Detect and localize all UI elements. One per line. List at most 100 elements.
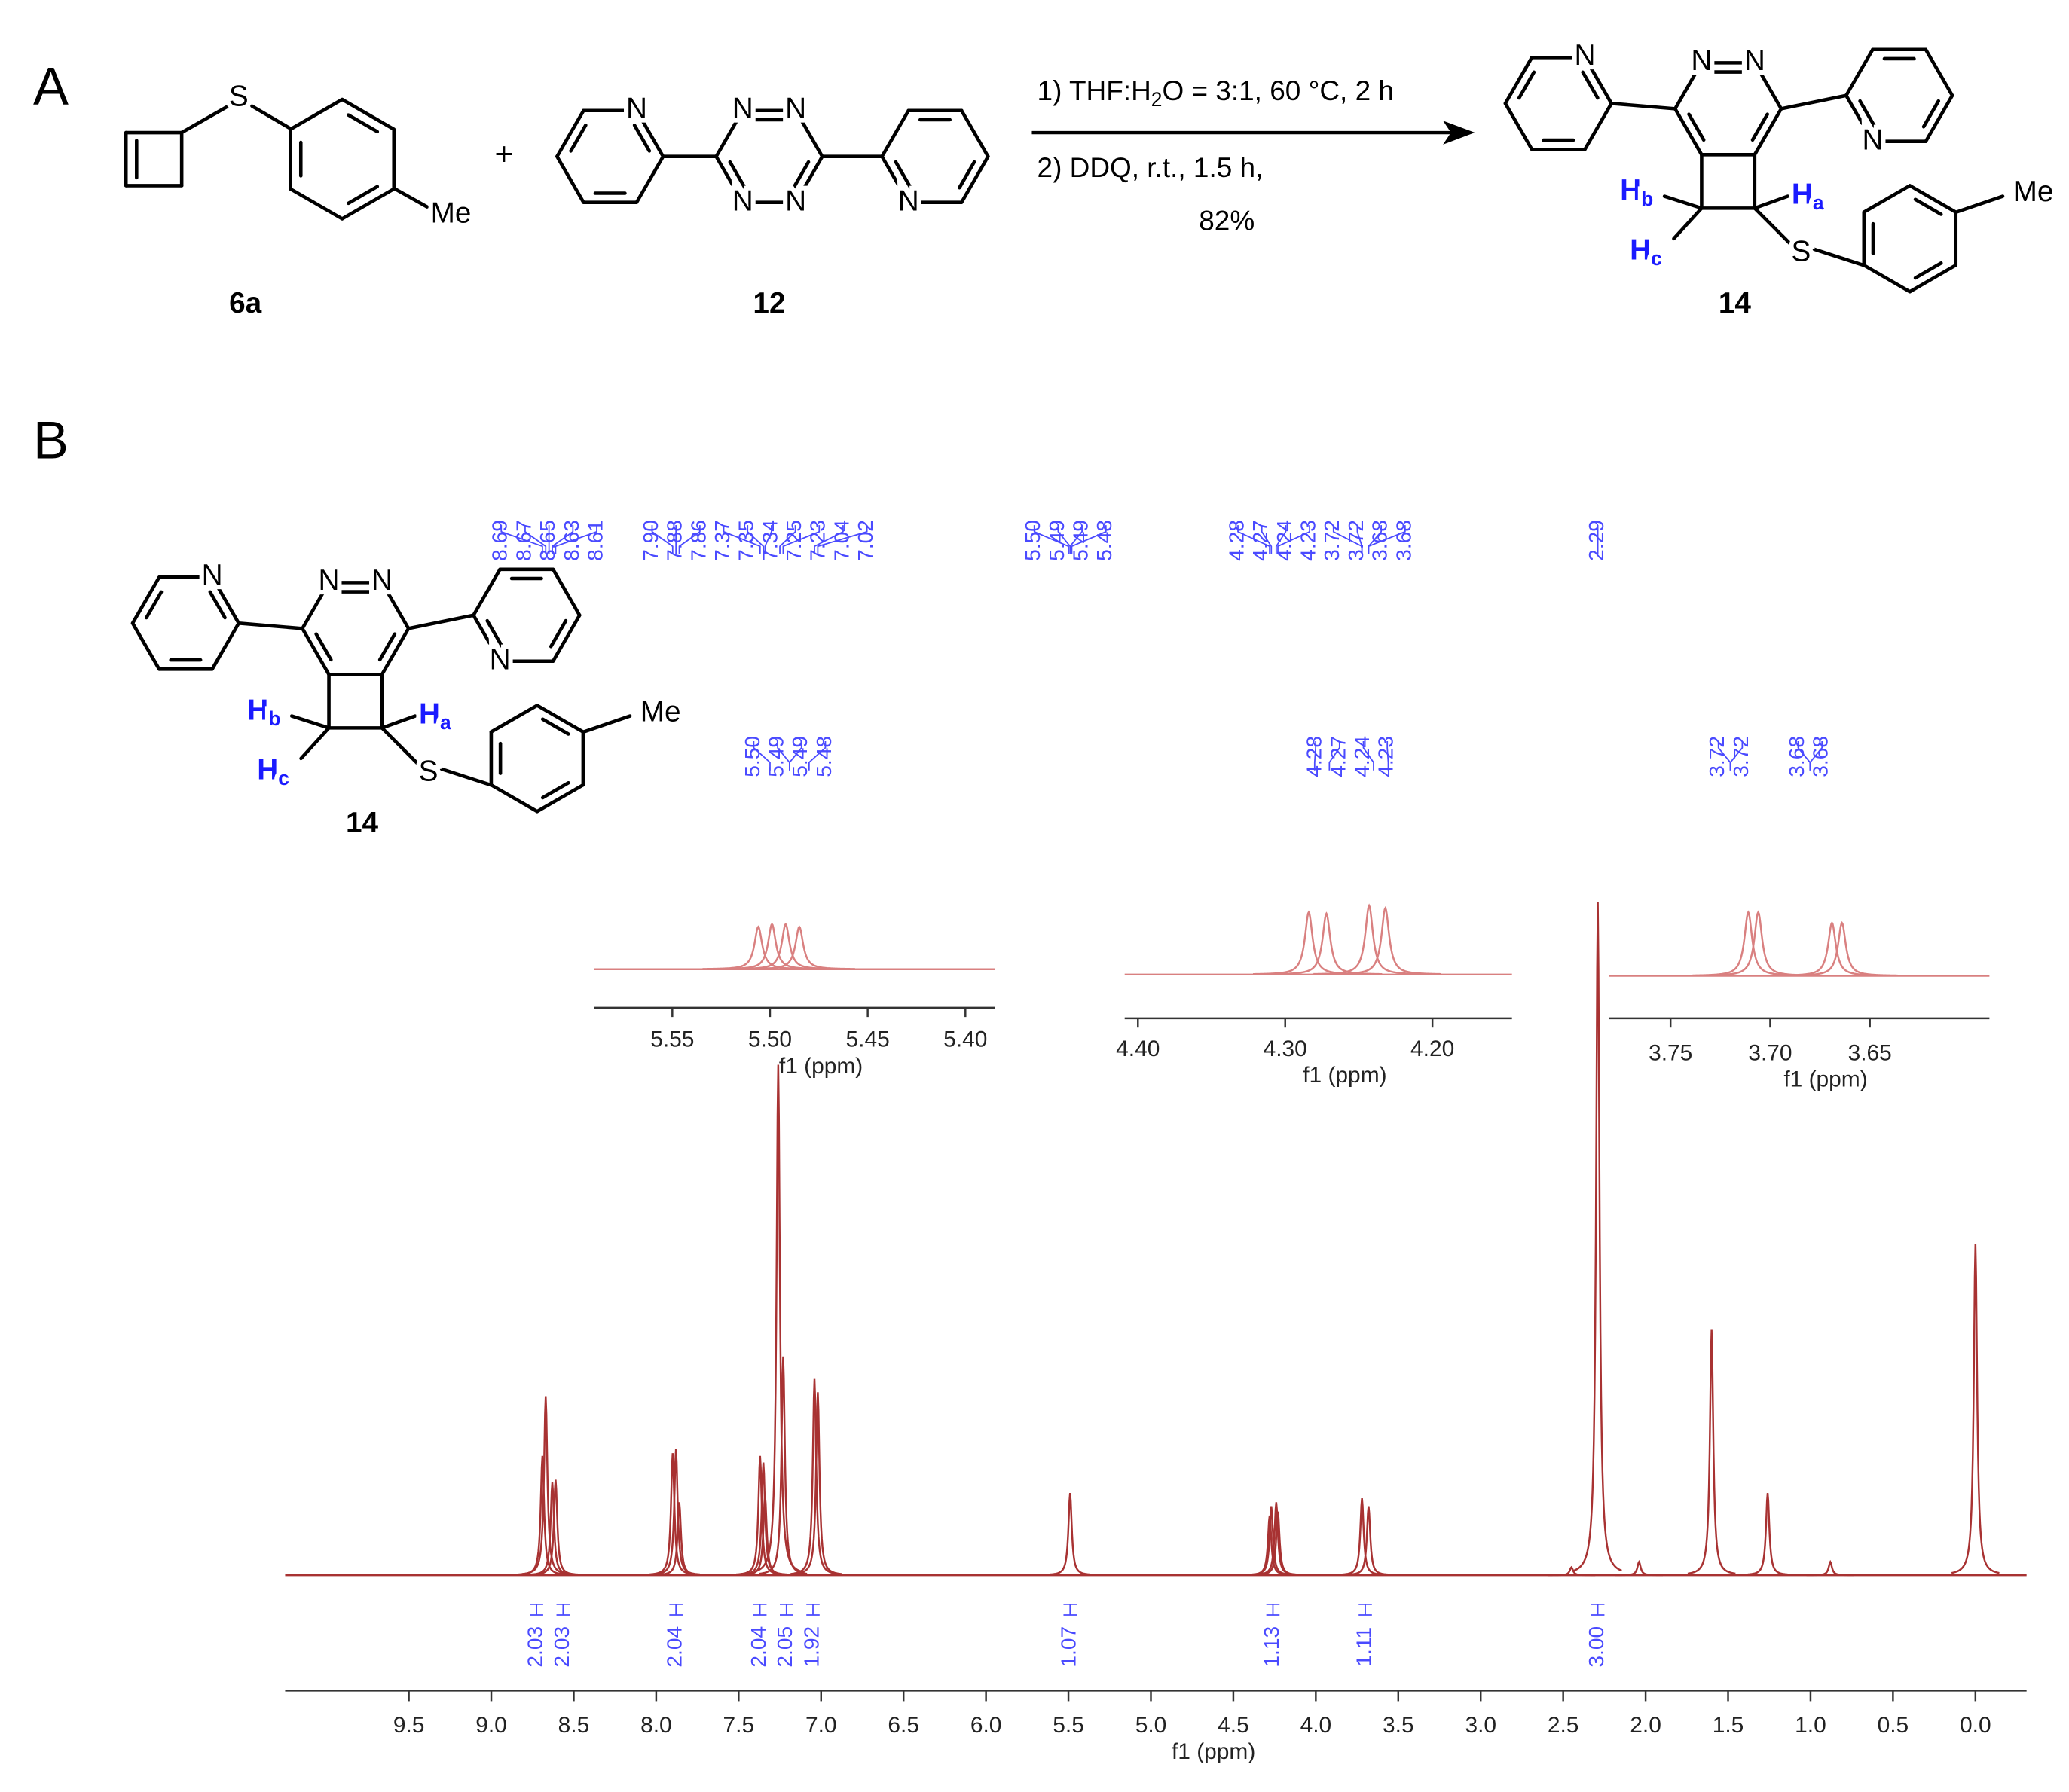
bond: [1672, 206, 1704, 241]
integral-label: 1.13: [1260, 1626, 1283, 1668]
peak-pick-label: 3.68: [1392, 520, 1415, 561]
peak-pick-label: 7.37: [711, 520, 734, 561]
peak-pick-connector: [651, 525, 674, 554]
peak-pick-label: 5.49: [1045, 520, 1068, 561]
bond: [179, 104, 231, 135]
yield: 82%: [1199, 205, 1255, 236]
atom-symbol: H: [419, 698, 440, 731]
x-tick-label: 3.70: [1748, 1040, 1792, 1065]
peak-pick-connector: [555, 525, 597, 554]
bond: [1779, 93, 1848, 111]
integral-label: 1.11: [1352, 1627, 1375, 1667]
bond: [634, 108, 665, 159]
peak-pick-label: 7.86: [686, 520, 710, 561]
peak-pick-connector: [723, 525, 761, 554]
bond: [208, 590, 227, 620]
hydrogen-label: Hb: [1620, 174, 1653, 209]
bond: [582, 714, 632, 734]
peak-pick-label: 4.23: [1374, 736, 1398, 777]
atom-label: N: [732, 92, 753, 124]
bond: [958, 160, 976, 190]
integral-label: 3.00: [1585, 1626, 1608, 1668]
atom-label: N: [898, 185, 919, 218]
peak: [1615, 1559, 1664, 1577]
peak-pick-label: 8.67: [512, 520, 535, 561]
peak-pick-label: 4.27: [1326, 736, 1349, 777]
bond: [1954, 194, 2005, 214]
bond: [1609, 102, 1677, 111]
integral-label: 2.05: [773, 1626, 796, 1668]
atom-symbol: H: [1630, 234, 1651, 267]
bond: [793, 108, 824, 159]
peak-pick-connector: [764, 525, 772, 554]
peak-pick-label: 3.68: [1809, 736, 1832, 777]
x-axis-label: f1 (ppm): [779, 1054, 863, 1079]
peak-pick-label: 7.90: [639, 520, 662, 561]
bond: [145, 590, 164, 620]
atom-label: N: [1744, 44, 1765, 77]
integral-mark: [753, 1604, 767, 1616]
bond: [880, 154, 911, 204]
subscript: a: [1813, 191, 1824, 214]
atom-label: N: [1575, 39, 1596, 72]
peak-pick-label: 7.04: [830, 520, 853, 561]
bond: [1913, 261, 1943, 280]
compound-label: 14: [1719, 287, 1752, 319]
bond: [540, 717, 570, 736]
atom-label: N: [1691, 44, 1712, 77]
integral-mark: [556, 1604, 570, 1616]
peak: [1951, 1244, 2000, 1574]
integral-label: 1.92: [799, 1626, 823, 1668]
peak-pick-connector: [1386, 740, 1389, 771]
x-tick-label: 9.5: [393, 1713, 425, 1738]
condition: 1) THF:H2O = 3:1, 60 °C, 2 h: [1038, 75, 1394, 111]
x-tick-label: 5.55: [650, 1027, 694, 1052]
bond: [535, 783, 585, 814]
bond: [380, 726, 420, 766]
peak-pick-connector: [1275, 525, 1287, 554]
peak-pick-label: 3.72: [1705, 736, 1728, 777]
subscript: c: [1651, 247, 1662, 270]
condition: 2) DDQ, r.t., 1.5 h,: [1038, 152, 1264, 183]
bond: [880, 108, 911, 159]
x-tick-label: 4.40: [1116, 1036, 1160, 1061]
bond: [569, 123, 588, 153]
peak-pick-connector: [1729, 740, 1744, 771]
bond: [301, 627, 331, 676]
bond: [130, 575, 161, 625]
peak-pick-connector: [747, 525, 765, 554]
bond: [959, 154, 990, 204]
bond: [1753, 206, 1792, 246]
atom-label: S: [1792, 235, 1811, 267]
integral-label: 2.03: [524, 1626, 547, 1668]
peak-pick-label: 5.48: [1093, 520, 1116, 561]
bond: [1583, 56, 1613, 105]
peak-pick-connector: [1237, 525, 1270, 554]
peak-pick-label: 5.50: [741, 736, 764, 777]
peak-pick-label: 5.50: [1021, 520, 1044, 561]
integral-mark: [1266, 1604, 1280, 1616]
hydrogen-label: Hb: [247, 694, 280, 729]
bond: [1844, 93, 1875, 144]
integral-mark: [1591, 1604, 1605, 1616]
peak-pick-label: 4.28: [1224, 520, 1248, 561]
panel-label: A: [33, 56, 69, 115]
integral-mark: [1063, 1604, 1077, 1616]
atom-symbol: H: [257, 754, 278, 786]
bond: [250, 104, 292, 131]
bond: [1753, 194, 1790, 210]
bond: [551, 613, 582, 664]
bond: [210, 621, 241, 671]
peak-pick-connector: [814, 525, 844, 554]
bond: [340, 187, 396, 221]
x-tick-label: 5.40: [943, 1027, 987, 1052]
peak-pick-label: 5.49: [1069, 520, 1093, 561]
bond: [289, 714, 331, 730]
x-tick-label: 1.5: [1713, 1713, 1744, 1738]
subscript: b: [268, 707, 280, 730]
peak: [649, 1453, 697, 1576]
x-axis-label: f1 (ppm): [1303, 1063, 1386, 1088]
bond: [1662, 194, 1704, 210]
integral-mark: [1358, 1604, 1372, 1616]
